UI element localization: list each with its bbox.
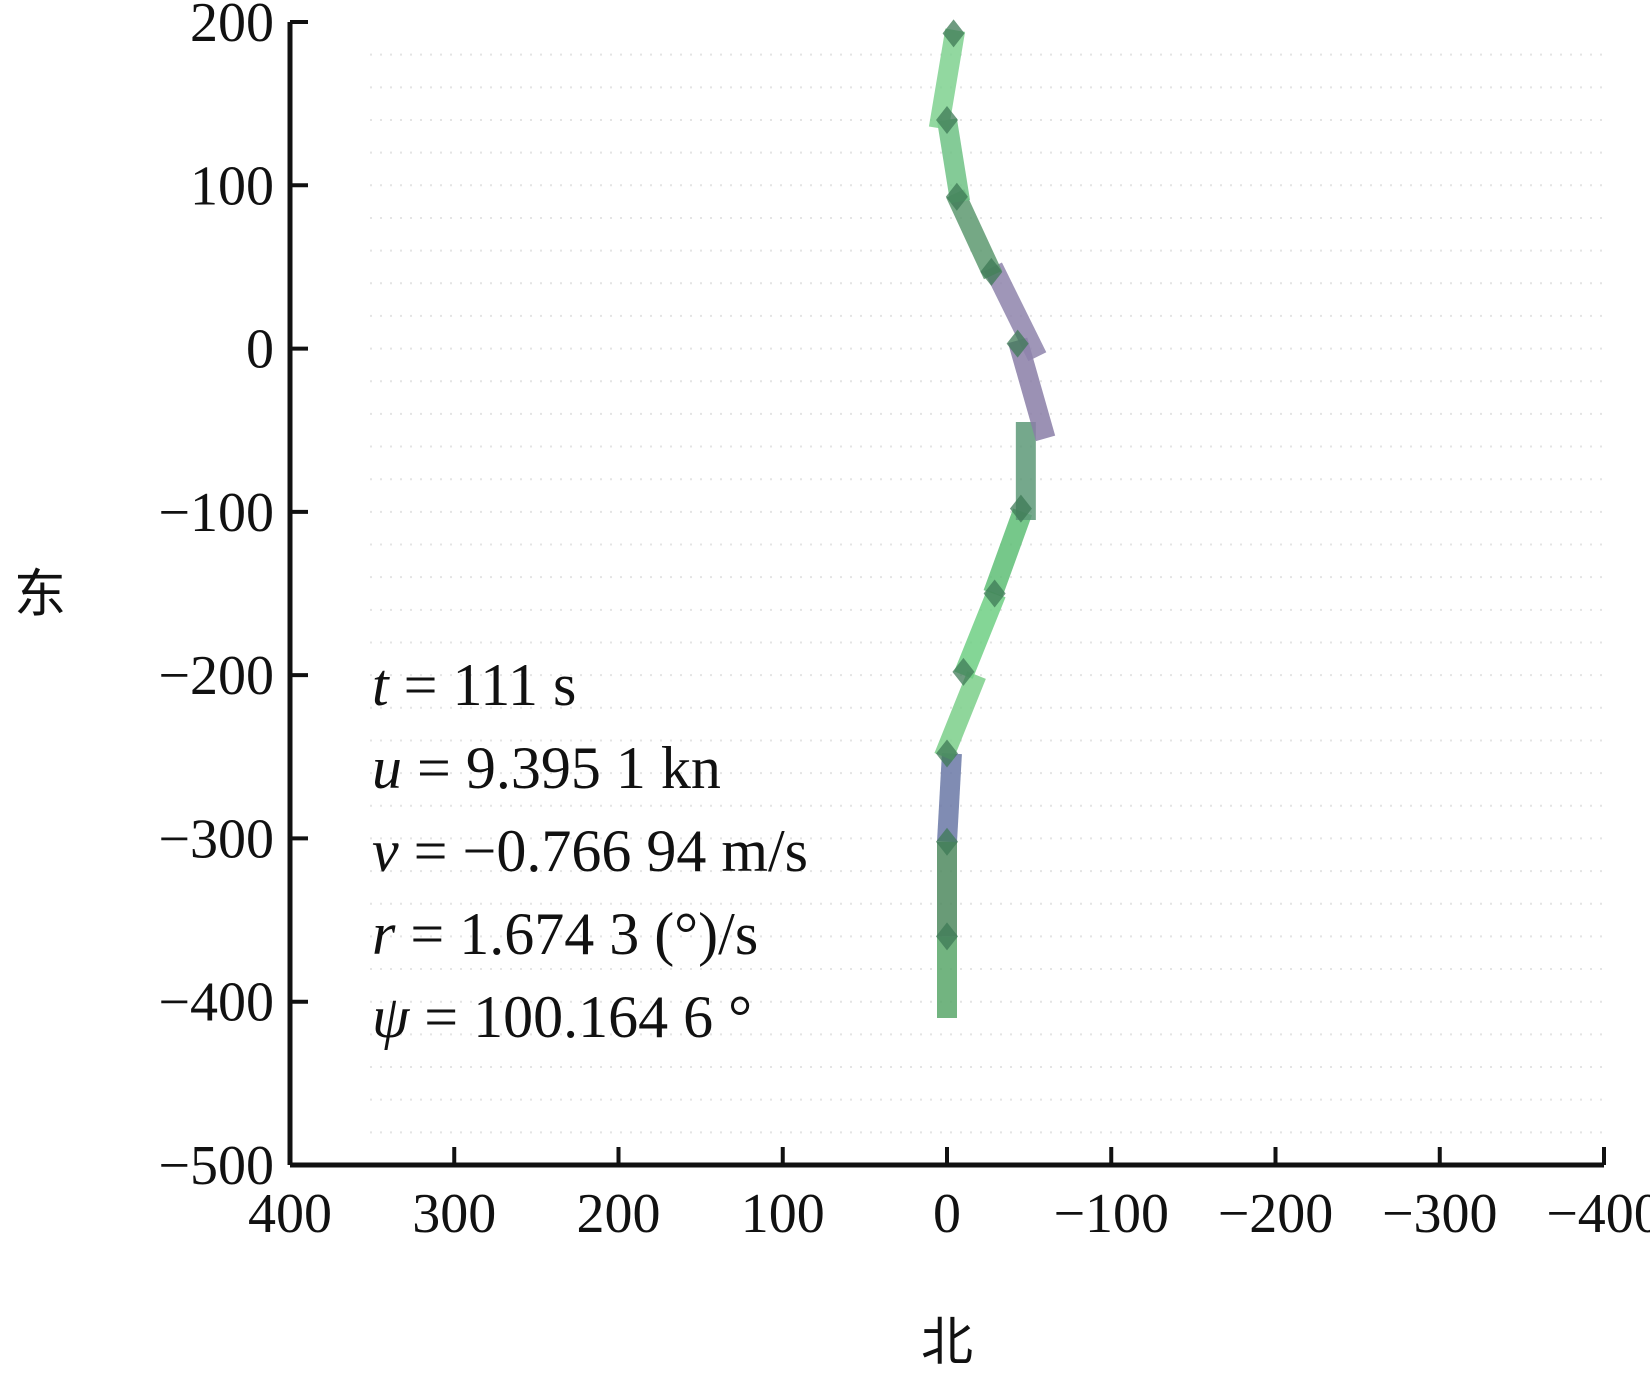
track-marker (983, 579, 1006, 608)
state-readout: t = 111 s u = 9.395 1 kn v = −0.766 94 m/s… (372, 652, 808, 1050)
y-tick-label: −200 (158, 645, 274, 707)
track-marker (1009, 494, 1032, 523)
y-tick-label: 0 (246, 319, 274, 381)
x-tick-label: 100 (741, 1183, 825, 1245)
track-segment (983, 508, 1032, 597)
track-marker (1006, 329, 1029, 358)
track-marker (980, 257, 1003, 286)
y-tick-label: −400 (158, 972, 274, 1034)
track-marker (936, 739, 958, 768)
state-line: r = 1.674 3 (°)/s (372, 901, 758, 967)
y-tick-label: −100 (158, 482, 274, 544)
track-segment (984, 262, 1047, 362)
y-axis-title: 东 (14, 565, 66, 625)
track-marker (945, 182, 968, 211)
y-tick-label: −300 (158, 808, 274, 870)
x-tick-label: 200 (577, 1183, 661, 1245)
track-marker (936, 105, 958, 134)
x-tick-label: −200 (1218, 1183, 1334, 1245)
state-line: ψ = 100.164 6 ° (372, 984, 752, 1050)
x-axis-title: 北 (921, 1313, 973, 1373)
track-segment (954, 589, 1006, 679)
y-tick-label: 100 (190, 155, 274, 217)
x-tick-label: −300 (1382, 1183, 1498, 1245)
x-tick-label: 0 (933, 1183, 961, 1245)
y-ticks: 200 100 0 −100 −200 −300 −400 −500 (158, 0, 308, 1197)
x-tick-label: 300 (412, 1183, 496, 1245)
track-marker (936, 922, 958, 951)
x-tick-label: −400 (1546, 1183, 1650, 1245)
track-marker (936, 827, 958, 856)
track-marker (942, 19, 965, 48)
track-segment (1008, 337, 1056, 442)
state-line: u = 9.395 1 kn (372, 735, 721, 801)
y-tick-label: 200 (190, 0, 274, 54)
y-tick-label: −500 (158, 1135, 274, 1197)
x-tick-label: −100 (1053, 1183, 1169, 1245)
track-segment (937, 752, 962, 843)
x-tick-label: 400 (248, 1183, 332, 1245)
track-marker (952, 657, 975, 686)
track-segment (928, 28, 966, 130)
state-line: v = −0.766 94 m/s (372, 818, 808, 884)
track-segment (946, 189, 1003, 280)
ship-track (928, 19, 1056, 1019)
x-ticks: 400 300 200 100 0 −100 −200 −300 −400 (248, 1147, 1650, 1245)
state-line: t = 111 s (372, 652, 576, 718)
